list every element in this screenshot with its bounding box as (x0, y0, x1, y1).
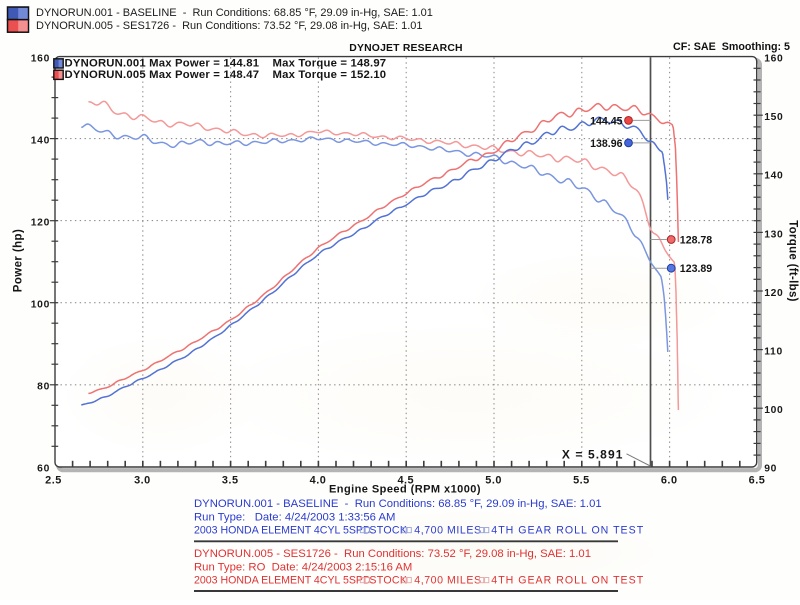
svg-text:140: 140 (31, 136, 50, 147)
svg-text:4TH GEAR ROLL ON TEST: 4TH GEAR ROLL ON TEST (491, 575, 644, 587)
svg-text:160: 160 (764, 54, 783, 65)
svg-text:DYNORUN.005 - SES1726 - Run C: DYNORUN.005 - SES1726 - Run Conditions: … (36, 20, 423, 32)
svg-text:2003 HONDA ELEMENT 4CYL 5SPD.: 2003 HONDA ELEMENT 4CYL 5SPD. (194, 525, 374, 537)
svg-text:DYNORUN.005 - SES1726 - Run C: DYNORUN.005 - SES1726 - Run Conditions: … (194, 548, 591, 560)
svg-text:Torque (ft-lbs): Torque (ft-lbs) (787, 220, 799, 302)
svg-text:6.5: 6.5 (749, 475, 766, 487)
svg-text:140: 140 (764, 171, 783, 182)
svg-text:110: 110 (764, 346, 783, 357)
svg-text:3.5: 3.5 (222, 475, 239, 487)
svg-text:128.78: 128.78 (680, 234, 713, 246)
svg-text:120: 120 (31, 218, 50, 229)
svg-text:Engine Speed (RPM x1000): Engine Speed (RPM x1000) (329, 484, 481, 496)
svg-text:DYNOJET RESEARCH: DYNOJET RESEARCH (349, 43, 462, 54)
svg-text:150: 150 (764, 112, 783, 123)
svg-text:100: 100 (764, 405, 783, 416)
svg-text:Power (hp): Power (hp) (13, 229, 25, 292)
svg-text:3.0: 3.0 (134, 475, 151, 487)
svg-text:DYNORUN.005 Max Power = 148.47: DYNORUN.005 Max Power = 148.47 (65, 69, 260, 81)
svg-text:2.5: 2.5 (45, 475, 62, 487)
svg-text:130: 130 (764, 229, 783, 240)
svg-text:100: 100 (31, 300, 50, 311)
svg-text:5.0: 5.0 (485, 475, 502, 487)
svg-text:Run Type: Date: 4/24/2003 1:: Run Type: Date: 4/24/2003 1:33:56 AM (194, 511, 395, 523)
svg-text:2003 HONDA ELEMENT 4CYL 5SPD.: 2003 HONDA ELEMENT 4CYL 5SPD. (194, 575, 374, 587)
svg-text:CF: SAE Smoothing: 5: CF: SAE Smoothing: 5 (673, 41, 790, 53)
svg-text:Max Torque = 152.10: Max Torque = 152.10 (273, 69, 387, 81)
svg-text:Run Type: RO Date: 4/24/2003: Run Type: RO Date: 4/24/2003 2:15:16 AM (194, 561, 412, 573)
svg-text:4,700 MILES: 4,700 MILES (414, 525, 481, 537)
svg-text:4,700 MILES: 4,700 MILES (414, 575, 481, 587)
svg-text:X = 5.891: X = 5.891 (562, 447, 624, 461)
svg-text:DYNORUN.001 Max Power = 144.81: DYNORUN.001 Max Power = 144.81 (65, 57, 260, 69)
svg-text:123.89: 123.89 (680, 263, 713, 275)
svg-text:120: 120 (764, 288, 783, 299)
svg-text:STOCK: STOCK (369, 525, 407, 537)
svg-text:144.45: 144.45 (590, 115, 623, 127)
svg-text:80: 80 (37, 382, 50, 393)
svg-text:4.5: 4.5 (397, 475, 414, 487)
svg-text:DYNORUN.001 - BASELINE - Run: DYNORUN.001 - BASELINE - Run Conditions:… (194, 498, 602, 510)
svg-text:160: 160 (31, 54, 50, 65)
svg-text:138.96: 138.96 (590, 138, 623, 150)
svg-text:5.5: 5.5 (573, 475, 590, 487)
svg-text:6.0: 6.0 (661, 475, 678, 487)
svg-text:STOCK: STOCK (369, 575, 407, 587)
svg-text:DYNORUN.001 - BASELINE - Run: DYNORUN.001 - BASELINE - Run Conditions:… (36, 7, 433, 19)
svg-text:4.0: 4.0 (310, 475, 327, 487)
svg-text:90: 90 (764, 464, 777, 475)
svg-text:60: 60 (37, 464, 50, 475)
svg-text:4TH GEAR ROLL ON TEST: 4TH GEAR ROLL ON TEST (491, 525, 644, 537)
svg-text:Max Torque = 148.97: Max Torque = 148.97 (273, 57, 387, 69)
